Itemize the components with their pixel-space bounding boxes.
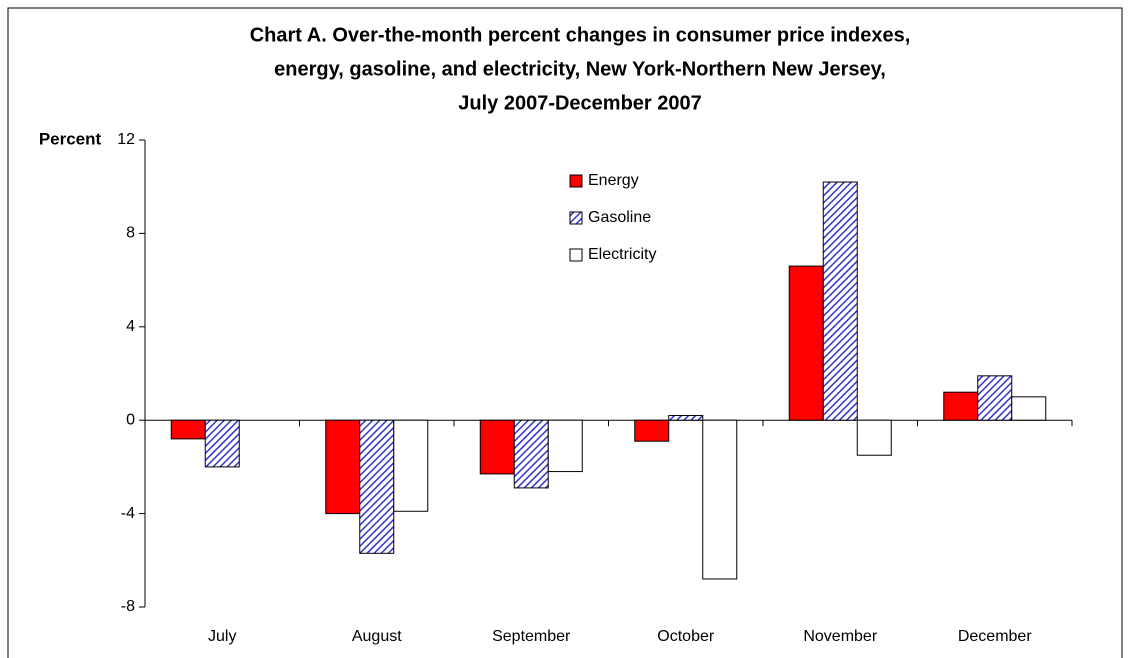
x-tick-label: August — [352, 628, 402, 645]
legend-label: Energy — [588, 172, 639, 189]
legend-label: Electricity — [588, 246, 656, 263]
bar — [204, 419, 240, 468]
bar — [513, 419, 549, 489]
bar — [1011, 396, 1047, 421]
legend-swatch — [569, 174, 583, 188]
bar — [479, 419, 515, 475]
legend-label: Gasoline — [588, 209, 651, 226]
chart-title: energy, gasoline, and electricity, New Y… — [274, 58, 886, 80]
bar — [170, 419, 206, 440]
chart-title: July 2007-December 2007 — [458, 92, 702, 114]
y-tick-label: -4 — [121, 505, 135, 522]
x-tick-label: October — [657, 628, 715, 645]
frame — [7, 7, 1123, 658]
y-tick-label: 0 — [126, 411, 135, 428]
y-tick-label: 12 — [117, 131, 135, 148]
y-tick-label: 8 — [126, 225, 135, 242]
chart-title: Chart A. Over-the-month percent changes … — [250, 24, 911, 46]
bar — [668, 415, 704, 421]
bar — [788, 265, 824, 421]
bar — [702, 419, 738, 580]
bar — [359, 419, 395, 554]
bar — [856, 419, 892, 456]
y-axis-label: Percent — [39, 129, 102, 148]
x-tick-label: September — [492, 628, 571, 645]
bar — [822, 181, 858, 421]
bar — [547, 419, 583, 473]
bar — [943, 391, 979, 421]
legend-swatch — [569, 248, 583, 262]
x-tick-label: July — [208, 628, 236, 645]
y-tick-label: 4 — [126, 318, 135, 335]
bar — [634, 419, 670, 442]
x-tick-label: December — [958, 628, 1032, 645]
legend-swatch — [569, 211, 583, 225]
bar — [325, 419, 361, 515]
y-tick-label: -8 — [121, 598, 135, 615]
x-tick-label: November — [803, 628, 877, 645]
bar — [977, 375, 1013, 421]
bar — [393, 419, 429, 512]
